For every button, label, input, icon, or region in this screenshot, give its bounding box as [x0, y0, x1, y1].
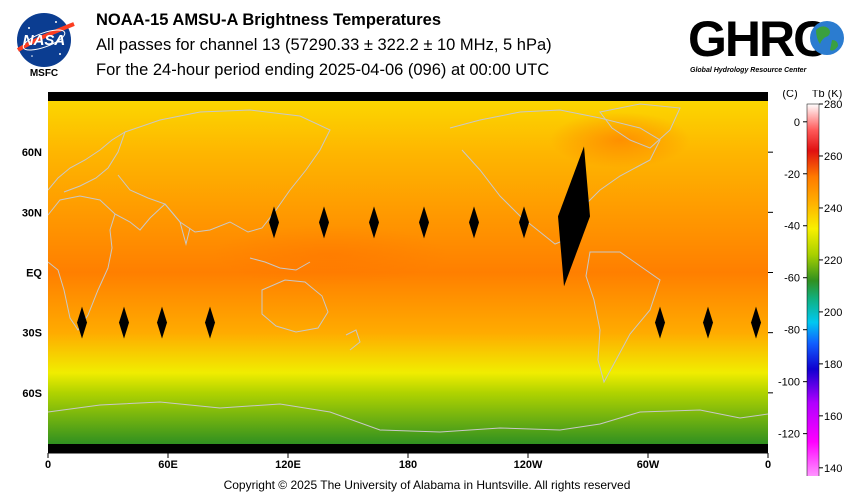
- ghrc-logo: GHRC Global Hydrology Resource Center: [686, 10, 848, 76]
- data-gap-5: [319, 206, 329, 239]
- x-axis: 0 60E 120E 180 120W 60W 0: [45, 452, 771, 471]
- colorbar-kelvin-tick-label-3: 220: [824, 255, 842, 267]
- colorbar-kelvin-tick-label-2: 240: [824, 203, 842, 215]
- x-tick-label-1: 60E: [158, 459, 178, 471]
- colorbar-celsius-tick-label-6: -120: [778, 429, 800, 441]
- data-gap-10: [558, 146, 590, 287]
- x-tick-label-3: 180: [399, 459, 417, 471]
- x-tick-label-4: 120W: [514, 459, 543, 471]
- msfc-label: MSFC: [29, 68, 59, 79]
- data-gap-11: [655, 306, 665, 339]
- x-tick-label-2: 120E: [275, 459, 301, 471]
- colorbar-scale: [806, 103, 820, 476]
- data-gap-4: [269, 206, 279, 239]
- data-gap-8: [469, 206, 479, 239]
- data-gap-1: [119, 306, 129, 339]
- data-gap-0: [77, 306, 87, 339]
- colorbar-celsius-tick-label-3: -60: [784, 273, 800, 285]
- y-tick-label-4: 60S: [22, 388, 42, 400]
- ghrc-logo-text: GHRC: [688, 11, 828, 67]
- ghrc-tagline: Global Hydrology Resource Center: [690, 67, 808, 74]
- x-tick-label-6: 0: [765, 459, 771, 471]
- colorbar-kelvin-tick-label-5: 180: [824, 359, 842, 371]
- north-pole-band: [48, 92, 768, 101]
- x-tick-label-5: 60W: [637, 459, 660, 471]
- data-gap-2: [157, 306, 167, 339]
- colorbar-celsius-tick-label-1: -20: [784, 169, 800, 181]
- page-title: NOAA-15 AMSU-A Brightness Temperatures: [96, 11, 442, 29]
- colorbar-celsius-tick-label-0: 0: [794, 117, 800, 129]
- warm-anomaly-north-atlantic: [550, 112, 690, 168]
- colorbar-kelvin-tick-label-0: 280: [824, 99, 842, 111]
- colorbar-kelvin-label: Tb (K): [812, 90, 843, 100]
- y-tick-label-2: EQ: [26, 268, 42, 280]
- data-gap-12: [703, 306, 713, 339]
- data-gap-6: [369, 206, 379, 239]
- period-subtitle: For the 24-hour period ending 2025-04-06…: [96, 61, 550, 79]
- colorbar-kelvin-tick-label-4: 200: [824, 307, 842, 319]
- data-gap-13: [751, 306, 761, 339]
- nasa-logo: NASA: [12, 10, 76, 82]
- colorbar-kelvin-tick-label-1: 260: [824, 151, 842, 163]
- brightness-temperature-chart: 0 60E 120E 180 120W 60W 0 60N 30N EQ 30S 60S (C) T…: [22, 90, 842, 476]
- data-gap-3: [205, 306, 215, 339]
- coastlines: [48, 103, 768, 433]
- y-tick-label-1: 30N: [22, 207, 42, 219]
- colorbar-celsius-tick-label-2: -40: [784, 221, 800, 233]
- colorbar-kelvin-tick-label-6: 160: [824, 411, 842, 423]
- channel-subtitle: All passes for channel 13 (57290.33 ± 32…: [96, 36, 552, 54]
- south-pole-band: [48, 444, 768, 453]
- copyright-notice: Copyright © 2025 The University of Alaba…: [223, 478, 631, 492]
- data-gaps: [77, 146, 761, 339]
- colorbar-celsius-label: (C): [782, 90, 797, 100]
- y-tick-label-0: 60N: [22, 147, 42, 159]
- data-gap-9: [519, 206, 529, 239]
- y-axis: 60N 30N EQ 30S 60S: [22, 147, 773, 400]
- warm-anomaly-tropics: [210, 225, 450, 285]
- y-tick-label-3: 30S: [22, 328, 42, 340]
- colorbar-kelvin-tick-label-7: 140: [824, 463, 842, 475]
- colorbar-celsius-tick-label-5: -100: [778, 377, 800, 389]
- nasa-logo-text: NASA: [23, 32, 66, 49]
- colorbar: (C) Tb (K) 280 260 240 220 200 180 160 140 0 -20 -…: [778, 90, 842, 476]
- x-tick-label-0: 0: [45, 459, 51, 471]
- data-gap-7: [419, 206, 429, 239]
- colorbar-celsius-tick-label-4: -80: [784, 325, 800, 337]
